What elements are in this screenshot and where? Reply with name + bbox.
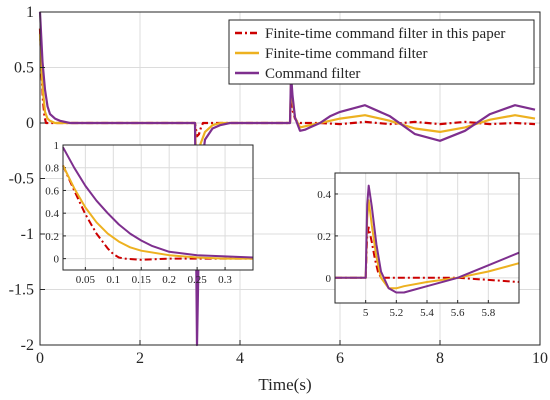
inset-y-tick-label: 0 [326,273,332,285]
x-tick-label: 10 [532,350,548,367]
inset-frame [62,144,254,271]
legend: Finite-time command filter in this paper… [228,19,535,85]
inset-y-tick-label: 0.2 [317,231,331,243]
inset-right: 5 5.2 5.4 5.6 5.8 0 0.2 0.4 [317,172,520,319]
main-ticks: 0 2 4 6 8 10-2-1.5-1-0.500.51 [9,4,548,367]
inset-x-tick-label: 0.2 [162,274,176,286]
inset-x-tick-label: 0.15 [132,274,152,286]
y-tick-label: 0.5 [14,60,34,77]
inset-frame [334,172,520,304]
y-tick-label: -2 [21,337,34,354]
inset-x-tick-label: 5.2 [389,307,403,319]
y-tick-label: -1.5 [9,282,34,299]
inset-y-tick-label: 1 [54,140,60,152]
inset-y-tick-label: 0.4 [45,208,59,220]
inset-y-tick-label: 0.2 [45,231,59,243]
inset-background [63,145,253,270]
inset-series-line-2 [335,184,520,294]
inset-x-tick-label: 0.25 [187,274,207,286]
inset-x-tick-label: 5.6 [451,307,465,319]
x-tick-label: 6 [336,350,344,367]
inset-x-tick-label: 5.8 [481,307,495,319]
inset-series-line-0 [335,226,520,283]
inset-y-tick-label: 0.6 [45,185,59,197]
legend-label-0: Finite-time command filter in this paper [265,26,505,42]
inset-series-line-2 [62,146,254,259]
legend-box [228,19,535,85]
inset-x-tick-label: 5 [363,307,369,319]
y-tick-label: -1 [21,226,34,243]
inset-y-tick-label: 0.4 [317,189,331,201]
y-tick-label: 1 [26,4,34,21]
inset-y-tick-label: 0.8 [45,163,59,175]
inset-left: 0.05 0.1 0.15 0.2 0.25 0.3 0 0.2 0.4 0.6 0.8 1 [45,140,254,286]
inset-x-tick-label: 0.05 [76,274,96,286]
x-tick-label: 0 [36,350,44,367]
inset-x-tick-label: 0.1 [106,274,120,286]
x-tick-label: 2 [136,350,144,367]
inset-series-line-1 [62,165,253,260]
legend-label-2: Command filter [265,66,360,82]
inset-series-line-0 [62,165,253,261]
x-axis-label: Time(s) [258,375,311,394]
inset-x-tick-label: 0.3 [218,274,232,286]
main-axes [39,11,541,346]
x-tick-label: 4 [236,350,244,367]
plot-frame [39,11,541,346]
inset-y-tick-label: 0 [54,254,60,266]
y-tick-label: 0 [26,115,34,132]
y-tick-label: -0.5 [9,171,34,188]
x-tick-label: 8 [436,350,444,367]
legend-label-1: Finite-time command filter [265,46,427,62]
inset-x-tick-label: 5.4 [420,307,434,319]
